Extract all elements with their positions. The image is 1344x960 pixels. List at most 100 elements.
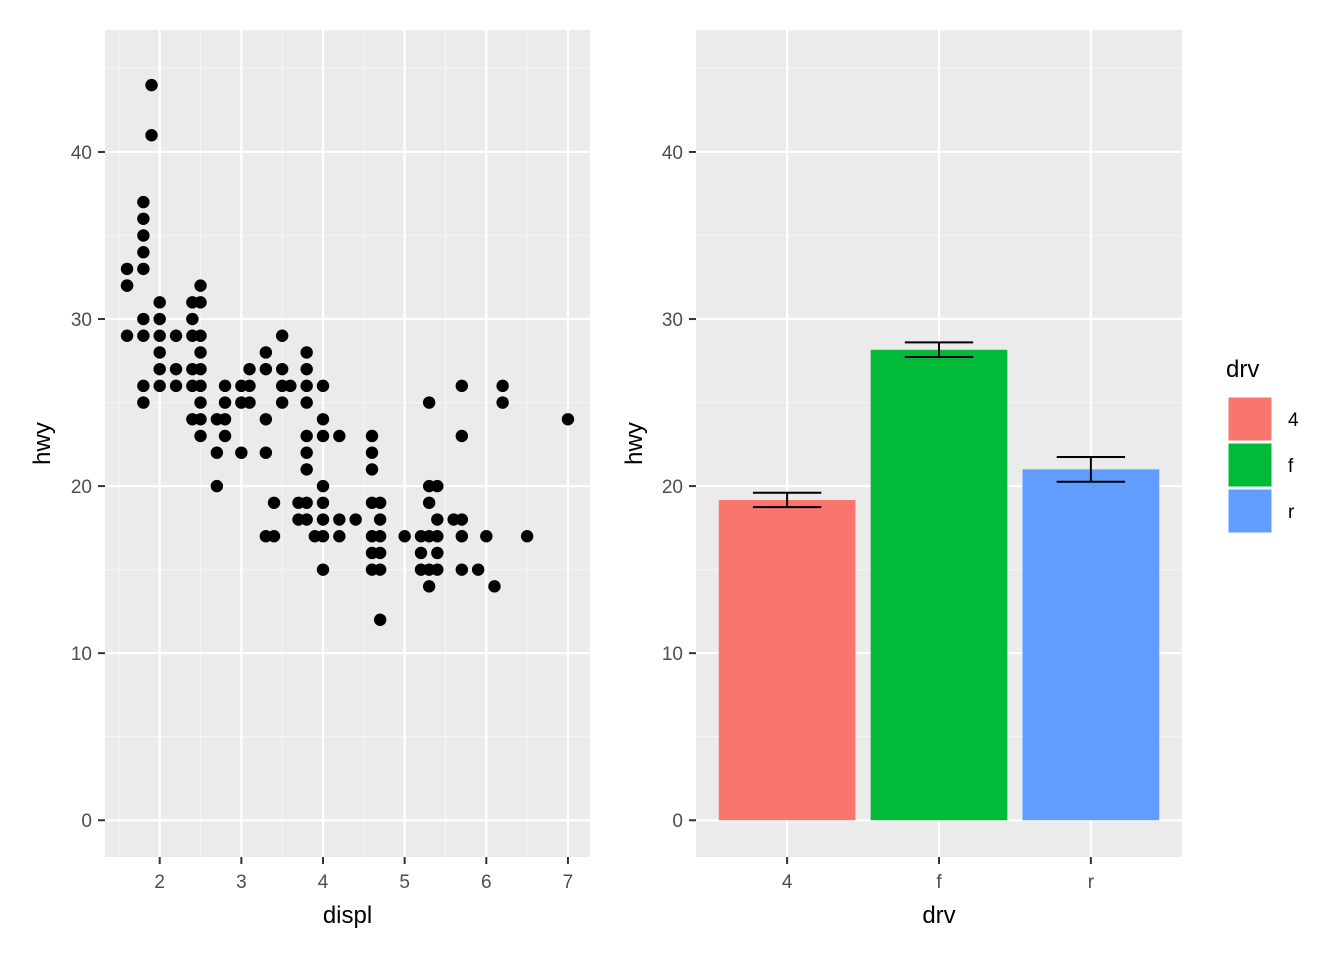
scatter-point [194,362,207,376]
scatter-point [153,296,166,309]
bar-panel: 0 10 20 30 40 4 f r drv hwy [621,30,1182,929]
scatter-x-tick-label: 6 [481,872,492,893]
scatter-point [373,563,387,576]
scatter-point [316,479,330,493]
legend-title: drv [1226,356,1259,383]
scatter-point [316,513,330,526]
scatter-point [431,563,444,576]
scatter-point [169,329,183,342]
scatter-panel: 2 3 4 5 6 7 0 10 20 30 40 displ hwy [29,30,590,929]
scatter-point [194,296,207,309]
scatter-point [455,429,469,443]
legend-label-f: f [1288,456,1294,477]
scatter-point [120,262,134,276]
scatter-point [431,479,444,493]
scatter-point [153,379,166,393]
scatter-point [373,546,387,560]
bar-f [870,349,1008,821]
legend-label-r: r [1288,502,1295,523]
scatter-point [300,496,313,510]
scatter-point [431,530,444,543]
scatter-point [300,379,313,393]
scatter-point [365,446,379,459]
bar-y-tick-label: 0 [672,811,683,832]
scatter-point [333,513,346,526]
scatter-point [137,262,150,276]
bar-y-tick-label: 30 [662,310,683,331]
bar-y-tick-label: 40 [662,143,683,164]
scatter-point [137,396,150,409]
scatter-point [120,329,134,342]
bar-x-tick-label: 4 [782,872,793,893]
scatter-point [169,362,183,376]
scatter-point [243,362,256,376]
scatter-point [316,379,330,393]
scatter-point [259,413,273,426]
scatter-point [137,379,150,393]
scatter-point [561,413,575,426]
scatter-point [218,429,232,443]
scatter-point [186,312,199,326]
scatter-y-tick-label: 20 [71,477,92,498]
scatter-y-tick-label: 30 [71,310,92,331]
scatter-point [520,530,534,543]
scatter-point [455,563,469,576]
scatter-point [267,530,281,543]
scatter-point [284,379,297,393]
bar-x-axis-title: drv [922,902,955,929]
scatter-point [137,229,150,242]
scatter-point [431,513,444,526]
scatter-point [455,530,469,543]
scatter-x-axis-title: displ [323,902,372,929]
scatter-point [194,413,207,426]
scatter-point [153,362,166,376]
scatter-point [333,429,346,443]
scatter-point [267,496,281,510]
scatter-point [349,513,362,526]
scatter-point [169,379,183,393]
scatter-point [488,580,501,593]
bar-r [1022,469,1160,821]
scatter-point [259,362,273,376]
scatter-point [275,329,289,342]
legend-key-4 [1227,396,1273,442]
scatter-point [218,396,232,409]
scatter-point [455,379,469,393]
scatter-point [373,613,387,626]
scatter-point [235,446,248,459]
scatter-point [496,396,509,409]
scatter-point [153,346,166,359]
legend-key-r [1227,488,1273,534]
scatter-point [300,446,313,459]
scatter-point [259,446,273,459]
scatter-point [300,396,313,409]
scatter-point [194,329,207,342]
scatter-point [137,329,150,342]
scatter-point [275,362,289,376]
scatter-point [194,379,207,393]
scatter-x-tick-label: 5 [399,872,410,893]
scatter-point [373,496,387,510]
scatter-point [373,530,387,543]
scatter-point [243,379,256,393]
scatter-point [210,479,224,493]
scatter-point [455,513,469,526]
scatter-point [243,396,256,409]
scatter-point [137,195,150,209]
scatter-point [137,312,150,326]
scatter-plot-background [105,30,590,857]
scatter-point [316,413,330,426]
scatter-point [333,530,346,543]
scatter-x-tick-label: 7 [563,872,574,893]
legend-key-f [1227,442,1273,488]
bar-4 [718,499,856,821]
scatter-point [137,246,150,259]
scatter-point [422,396,436,409]
bar-y-tick-label: 10 [662,644,683,665]
scatter-point [194,396,207,409]
scatter-point [153,329,166,342]
scatter-point [218,413,232,426]
scatter-point [496,379,509,393]
scatter-point [300,346,313,359]
scatter-point [300,429,313,443]
